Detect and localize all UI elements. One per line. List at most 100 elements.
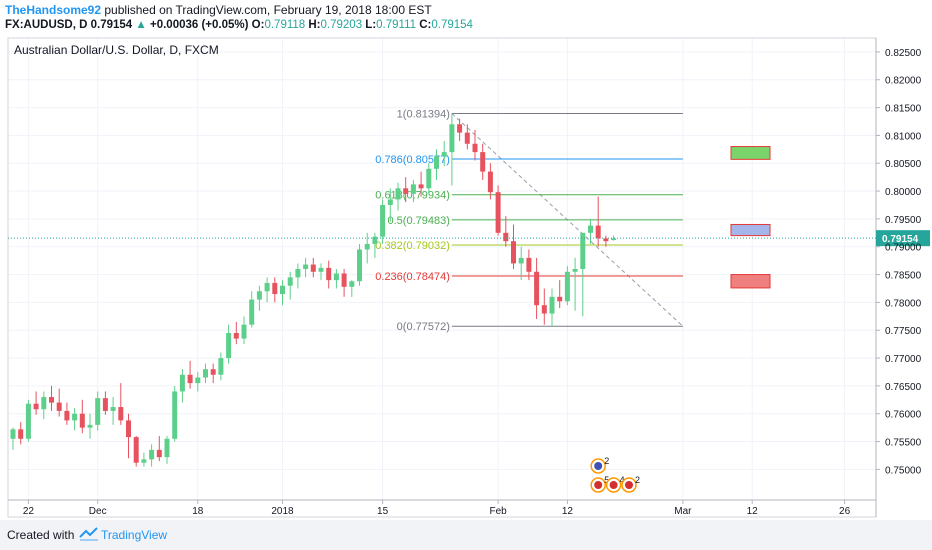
candle-up	[25, 403, 31, 439]
time-tick-label: 12	[747, 506, 759, 517]
time-tick-label: 12	[562, 506, 574, 517]
candle-down	[33, 403, 39, 410]
ohlc-line: FX:AUDUSD, D 0.79154 ▲ +0.00036 (+0.05%)…	[5, 19, 473, 31]
event-count-label: 2	[604, 456, 609, 466]
time-tick-label: 26	[839, 506, 851, 517]
high-value: 0.79203	[320, 19, 363, 31]
candle-up	[195, 377, 201, 384]
author-link[interactable]: TheHandsome92	[5, 3, 102, 17]
low-label: L:	[365, 19, 377, 31]
candle-up	[41, 397, 47, 410]
candle-down	[210, 369, 216, 375]
price-tick-label: 0.76000	[885, 410, 922, 421]
price-axis[interactable]: 0.82500 0.82000 0.81500 0.81000 0.80500 0.800…	[876, 48, 922, 476]
price-tick-label: 0.82500	[885, 48, 922, 59]
candle-down	[480, 152, 486, 172]
candle-up	[549, 296, 555, 314]
candle-down	[272, 282, 278, 295]
candle-down	[126, 420, 131, 438]
candle-down	[156, 449, 162, 458]
candle-up	[203, 369, 208, 378]
candle-up	[256, 291, 262, 300]
time-tick-label: 18	[192, 506, 204, 517]
price-change: +0.00036 (+0.05%)	[150, 19, 249, 31]
candle-up	[518, 257, 524, 264]
candle-up	[249, 299, 255, 325]
candle-up	[426, 168, 432, 189]
event-markers[interactable]: 25 4 2	[590, 456, 640, 493]
red-zone	[730, 274, 771, 289]
target-zones[interactable]	[730, 146, 771, 289]
candle-up	[434, 156, 439, 169]
candle-up	[441, 152, 447, 157]
candle-down	[464, 132, 470, 144]
candle-up	[580, 232, 586, 269]
price-tick-label: 0.81500	[885, 104, 922, 115]
grid-lines	[8, 38, 876, 500]
candle-up	[141, 459, 147, 463]
price-tick-label: 0.78500	[885, 271, 922, 282]
candle-down	[403, 188, 409, 194]
candle-up	[372, 236, 378, 244]
candle-down	[472, 143, 478, 153]
chart-header: TheHandsome92 published on TradingView.c…	[0, 0, 932, 36]
candle-up	[95, 398, 101, 425]
time-tick-label: 22	[23, 506, 35, 517]
event-count-label: 2	[635, 475, 640, 485]
candle-up	[303, 264, 309, 269]
low-value: 0.79111	[376, 19, 417, 31]
candle-up	[318, 267, 324, 272]
time-tick-label: Feb	[489, 506, 507, 517]
candle-up	[72, 413, 78, 421]
price-tick-label: 0.78000	[885, 298, 922, 309]
event-count-label: 5	[604, 475, 609, 485]
candle-down	[310, 264, 316, 272]
candle-down	[534, 271, 540, 306]
candle-up	[611, 238, 617, 241]
fib-label-0: 0(0.77572)	[397, 321, 450, 333]
candle-up	[588, 225, 593, 233]
candle-down	[557, 296, 563, 302]
open-label: O:	[251, 19, 265, 31]
time-axis[interactable]: 22 Dec 18 2018 15 Feb 12 Mar 12 26	[23, 500, 851, 517]
candle-down	[49, 397, 54, 403]
fib-label-1: 1(0.81394)	[397, 108, 450, 120]
candle-down	[187, 374, 193, 384]
candle-down	[326, 267, 332, 281]
price-tick-label: 0.75500	[885, 438, 922, 449]
fib-label-0.5: 0.5(0.79483)	[388, 215, 450, 227]
fib-label-0.618: 0.618(0.79934)	[375, 190, 450, 202]
open-value: 0.79118	[264, 19, 306, 31]
price-tick-label: 0.81000	[885, 131, 922, 142]
candle-down	[133, 437, 139, 463]
chart-area[interactable]: 1(0.81394) 0.786(0.80577) 0.618(0.79934) 0.…	[0, 36, 932, 520]
candle-up	[149, 449, 155, 460]
candle-up	[387, 199, 393, 205]
tradingview-brand-link[interactable]: TradingView	[101, 528, 168, 542]
candle-up	[264, 282, 270, 292]
fib-label-0.382: 0.382(0.79032)	[375, 240, 450, 252]
candle-down	[495, 192, 501, 233]
candle-down	[511, 241, 516, 264]
event-count-label: 4	[620, 475, 625, 485]
blue-zone	[730, 223, 771, 237]
price-tick-label: 0.76500	[885, 382, 922, 393]
candle-up	[395, 188, 401, 200]
candle-up	[564, 271, 570, 302]
candle-up	[410, 184, 416, 194]
tradingview-logo-icon[interactable]	[79, 527, 99, 541]
candle-up	[172, 391, 178, 439]
candle-down	[118, 407, 124, 421]
time-tick-label: Dec	[89, 506, 107, 517]
price-chart[interactable]: 1(0.81394) 0.786(0.80577) 0.618(0.79934) 0.…	[0, 36, 932, 520]
price-tick-label: 0.80000	[885, 187, 922, 198]
candle-up	[357, 249, 362, 282]
candle-up	[218, 358, 224, 375]
last-price-line: 0.79154	[8, 230, 930, 247]
price-tick-label: 0.75000	[885, 465, 922, 476]
time-tick-label: Mar	[674, 506, 692, 517]
candle-series	[10, 113, 617, 467]
up-arrow-icon: ▲	[135, 19, 147, 31]
candle-down	[341, 273, 347, 287]
fib-retracement[interactable]: 1(0.81394) 0.786(0.80577) 0.618(0.79934) 0.…	[375, 108, 684, 333]
